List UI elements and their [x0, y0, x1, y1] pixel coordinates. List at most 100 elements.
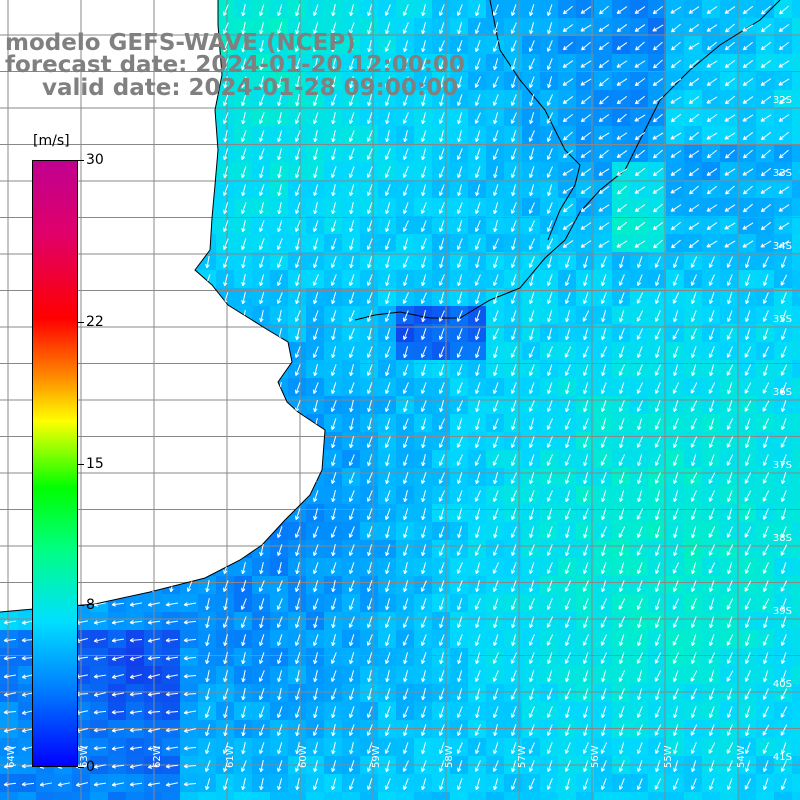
- wind-cell: [612, 612, 630, 630]
- wind-arrow: [618, 652, 625, 665]
- wind-arrow: [349, 256, 354, 269]
- wind-arrow: [312, 346, 319, 358]
- wind-arrow: [165, 602, 178, 607]
- wind-arrow: [402, 148, 409, 160]
- wind-cell: [738, 342, 756, 360]
- wind-arrow: [708, 544, 716, 556]
- wind-arrow: [331, 598, 337, 611]
- wind-cell: [198, 576, 216, 594]
- wind-arrow: [618, 688, 625, 700]
- wind-arrow: [331, 760, 337, 773]
- wind-cell: [306, 630, 324, 648]
- wind-cell: [324, 522, 342, 540]
- wind-cell: [486, 126, 504, 144]
- wind-cell: [414, 378, 432, 396]
- wind-cell: [342, 504, 360, 522]
- wind-arrow: [457, 472, 463, 485]
- wind-cell: [234, 288, 252, 306]
- wind-arrow: [742, 41, 754, 51]
- wind-cell: [666, 126, 684, 144]
- wind-cell: [306, 342, 324, 360]
- colorbar: [32, 160, 78, 767]
- wind-cell: [180, 594, 198, 612]
- wind-arrow: [277, 778, 283, 791]
- wind-arrow: [111, 674, 124, 679]
- wind-arrow: [546, 778, 553, 790]
- wind-arrow: [690, 382, 698, 394]
- wind-arrow: [510, 40, 517, 52]
- wind-cell: [360, 360, 378, 378]
- wind-arrow: [367, 580, 373, 593]
- wind-arrow: [598, 168, 610, 176]
- wind-arrow: [761, 5, 771, 15]
- wind-cell: [774, 0, 792, 18]
- wind-cell: [90, 612, 108, 630]
- wind-cell: [684, 702, 702, 720]
- wind-cell: [540, 576, 558, 594]
- wind-arrow: [511, 310, 517, 323]
- wind-arrow: [295, 94, 300, 107]
- wind-cell: [540, 774, 558, 792]
- wind-cell: [738, 468, 756, 486]
- wind-cell: [162, 774, 180, 792]
- wind-arrow: [637, 472, 643, 485]
- wind-arrow: [562, 5, 573, 15]
- wind-cell: [540, 612, 558, 630]
- wind-arrow: [93, 692, 106, 697]
- wind-arrow: [529, 616, 535, 629]
- wind-arrow: [457, 526, 463, 539]
- wind-arrow: [313, 760, 319, 773]
- wind-cell: [486, 648, 504, 666]
- wind-cell: [180, 612, 198, 630]
- wind-arrow: [565, 670, 571, 683]
- wind-cell: [486, 738, 504, 756]
- wind-arrow: [492, 670, 499, 682]
- wind-arrow: [420, 238, 427, 250]
- wind-cell: [306, 504, 324, 522]
- wind-cell: [630, 162, 648, 180]
- wind-arrow: [672, 562, 680, 574]
- wind-cell: [738, 252, 756, 270]
- wind-arrow: [652, 222, 664, 231]
- wind-arrow: [706, 41, 717, 51]
- wind-cell: [702, 288, 720, 306]
- wind-arrow: [475, 292, 481, 305]
- wind-arrow: [367, 4, 373, 17]
- wind-cell: [612, 630, 630, 648]
- wind-cell: [108, 702, 126, 720]
- wind-arrow: [165, 674, 178, 679]
- wind-cell: [504, 504, 522, 522]
- wind-cell: [396, 666, 414, 684]
- wind-cell: [648, 666, 666, 684]
- wind-cell: [414, 18, 432, 36]
- wind-cell: [252, 126, 270, 144]
- wind-cell: [432, 558, 450, 576]
- wind-cell: [252, 612, 270, 630]
- wind-cell: [414, 792, 432, 800]
- wind-cell: [414, 414, 432, 432]
- wind-cell: [270, 90, 288, 108]
- wind-arrow: [331, 328, 336, 341]
- wind-arrow: [546, 418, 553, 430]
- wind-cell: [180, 648, 198, 666]
- wind-cell: [702, 378, 720, 396]
- wind-cell: [234, 18, 252, 36]
- wind-cell: [756, 252, 774, 270]
- wind-arrow: [240, 760, 247, 772]
- wind-arrow: [690, 598, 697, 610]
- wind-arrow: [331, 4, 336, 17]
- wind-cell: [630, 180, 648, 198]
- wind-cell: [468, 342, 486, 360]
- wind-arrow: [706, 6, 718, 14]
- wind-cell: [630, 378, 648, 396]
- wind-arrow: [708, 292, 715, 305]
- wind-cell: [648, 450, 666, 468]
- wind-cell: [450, 666, 468, 684]
- wind-cell: [774, 360, 792, 378]
- wind-cell: [396, 306, 414, 324]
- wind-arrow: [241, 670, 246, 683]
- wind-arrow: [313, 22, 319, 35]
- wind-cell: [702, 594, 720, 612]
- wind-cell: [306, 0, 324, 18]
- wind-cell: [468, 54, 486, 72]
